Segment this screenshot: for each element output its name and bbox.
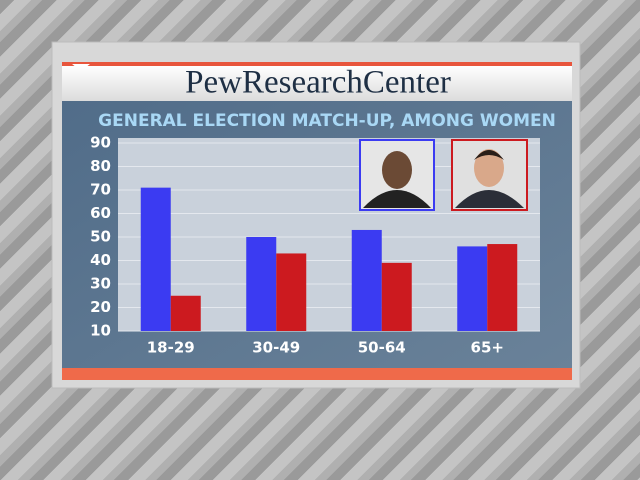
- bar: [276, 253, 307, 331]
- photo-face: [474, 149, 504, 187]
- x-tick-label: 30-49: [252, 339, 300, 357]
- y-tick-label: 60: [90, 204, 111, 222]
- header: [62, 66, 572, 101]
- photo-right: [451, 139, 528, 211]
- x-tick-label: 18-29: [147, 339, 195, 357]
- photo-hair: [474, 150, 504, 160]
- y-tick-label: 20: [90, 298, 111, 316]
- top-stripe: [62, 62, 572, 66]
- y-tick-label: 40: [90, 251, 111, 269]
- y-tick-label: 10: [90, 322, 111, 340]
- bar: [457, 246, 488, 331]
- chart-subtitle: GENERAL ELECTION MATCH-UP, AMONG WOMEN: [98, 111, 556, 131]
- y-tick-label: 70: [90, 181, 111, 199]
- bar: [140, 187, 171, 331]
- photo-body: [455, 190, 524, 208]
- y-tick-label: 80: [90, 157, 111, 175]
- bar: [170, 295, 201, 331]
- photo-left: [359, 139, 435, 211]
- bar: [381, 262, 412, 331]
- bottom-stripe: [62, 368, 572, 380]
- photo-face: [382, 151, 412, 189]
- bar: [487, 244, 518, 331]
- bar: [351, 229, 382, 331]
- chart-title: PewResearchCenter: [185, 65, 451, 101]
- x-tick-label: 50-64: [358, 339, 406, 357]
- y-tick-label: 30: [90, 275, 111, 293]
- x-tick-label: 65+: [471, 339, 504, 357]
- bar: [246, 237, 277, 331]
- y-tick-label: 90: [90, 134, 111, 152]
- y-tick-label: 50: [90, 228, 111, 246]
- photo-body: [363, 190, 431, 208]
